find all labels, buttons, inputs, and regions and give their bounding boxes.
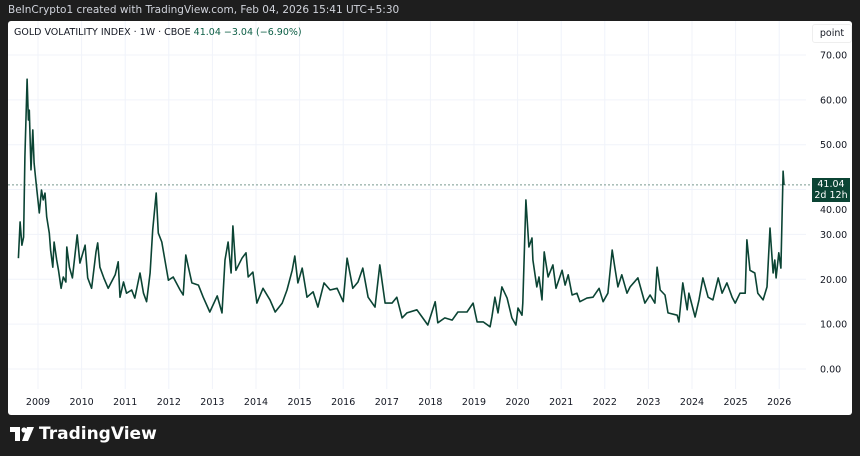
brand-name: TradingView [39, 424, 157, 444]
x-tick-label: 2014 [244, 397, 268, 408]
symbol-legend: GOLD VOLATILITY INDEX · 1W · CBOE 41.04 … [14, 27, 302, 38]
x-tick-label: 2024 [680, 397, 704, 408]
y-tick-label: 20.00 [820, 275, 847, 286]
bar-countdown: 2d 12h [814, 190, 848, 201]
x-tick-label: 2023 [636, 397, 660, 408]
x-tick-label: 2019 [462, 397, 486, 408]
x-tick-label: 2026 [767, 397, 791, 408]
tradingview-logo-icon [10, 427, 34, 441]
x-tick-label: 2011 [113, 397, 137, 408]
x-tick-label: 2015 [288, 397, 312, 408]
y-tick-label: 70.00 [820, 50, 847, 61]
x-tick-label: 2016 [331, 397, 355, 408]
y-axis: 0.00 10.00 20.00 30.00 40.00 50.00 60.00 70.00 [820, 50, 847, 375]
last-price-label: 41.04 2d 12h [812, 178, 850, 202]
series-line [17, 78, 785, 328]
change-value: −3.04 (−6.90%) [223, 27, 302, 38]
x-tick-label: 2017 [375, 397, 399, 408]
x-tick-label: 2025 [724, 397, 748, 408]
x-tick-label: 2013 [200, 397, 224, 408]
axis-unit-button[interactable]: point [812, 24, 852, 43]
tradingview-logo: TradingView [10, 424, 157, 444]
attribution-text: BeInCrypto1 created with TradingView.com… [8, 4, 400, 16]
x-tick-label: 2020 [506, 397, 530, 408]
gridlines [8, 21, 806, 389]
x-tick-label: 2010 [70, 397, 94, 408]
x-tick-label: 2022 [593, 397, 617, 408]
last-price-value: 41.04 [817, 179, 845, 190]
chart-panel[interactable]: 0.00 10.00 20.00 30.00 40.00 50.00 60.00 70.00 … [8, 21, 852, 415]
last-value: 41.04 [193, 27, 221, 38]
x-tick-label: 2021 [549, 397, 573, 408]
y-tick-label: 10.00 [820, 320, 847, 331]
x-axis: 2009 2010 2011 2012 2013 2014 2015 2016 2017 2018… [26, 397, 791, 408]
symbol-title: GOLD VOLATILITY INDEX · 1W · CBOE [14, 27, 191, 38]
y-tick-label: 50.00 [820, 140, 847, 151]
price-chart[interactable]: 0.0010.0020.0030.0040.0050.0060.0070.00 … [8, 21, 852, 415]
y-tick-label: 40.00 [820, 205, 847, 216]
y-tick-label: 60.00 [820, 95, 847, 106]
y-tick-label: 30.00 [820, 230, 847, 241]
y-tick-label: 0.00 [820, 365, 841, 376]
x-tick-label: 2009 [26, 397, 50, 408]
x-tick-label: 2012 [157, 397, 181, 408]
x-tick-label: 2018 [418, 397, 442, 408]
